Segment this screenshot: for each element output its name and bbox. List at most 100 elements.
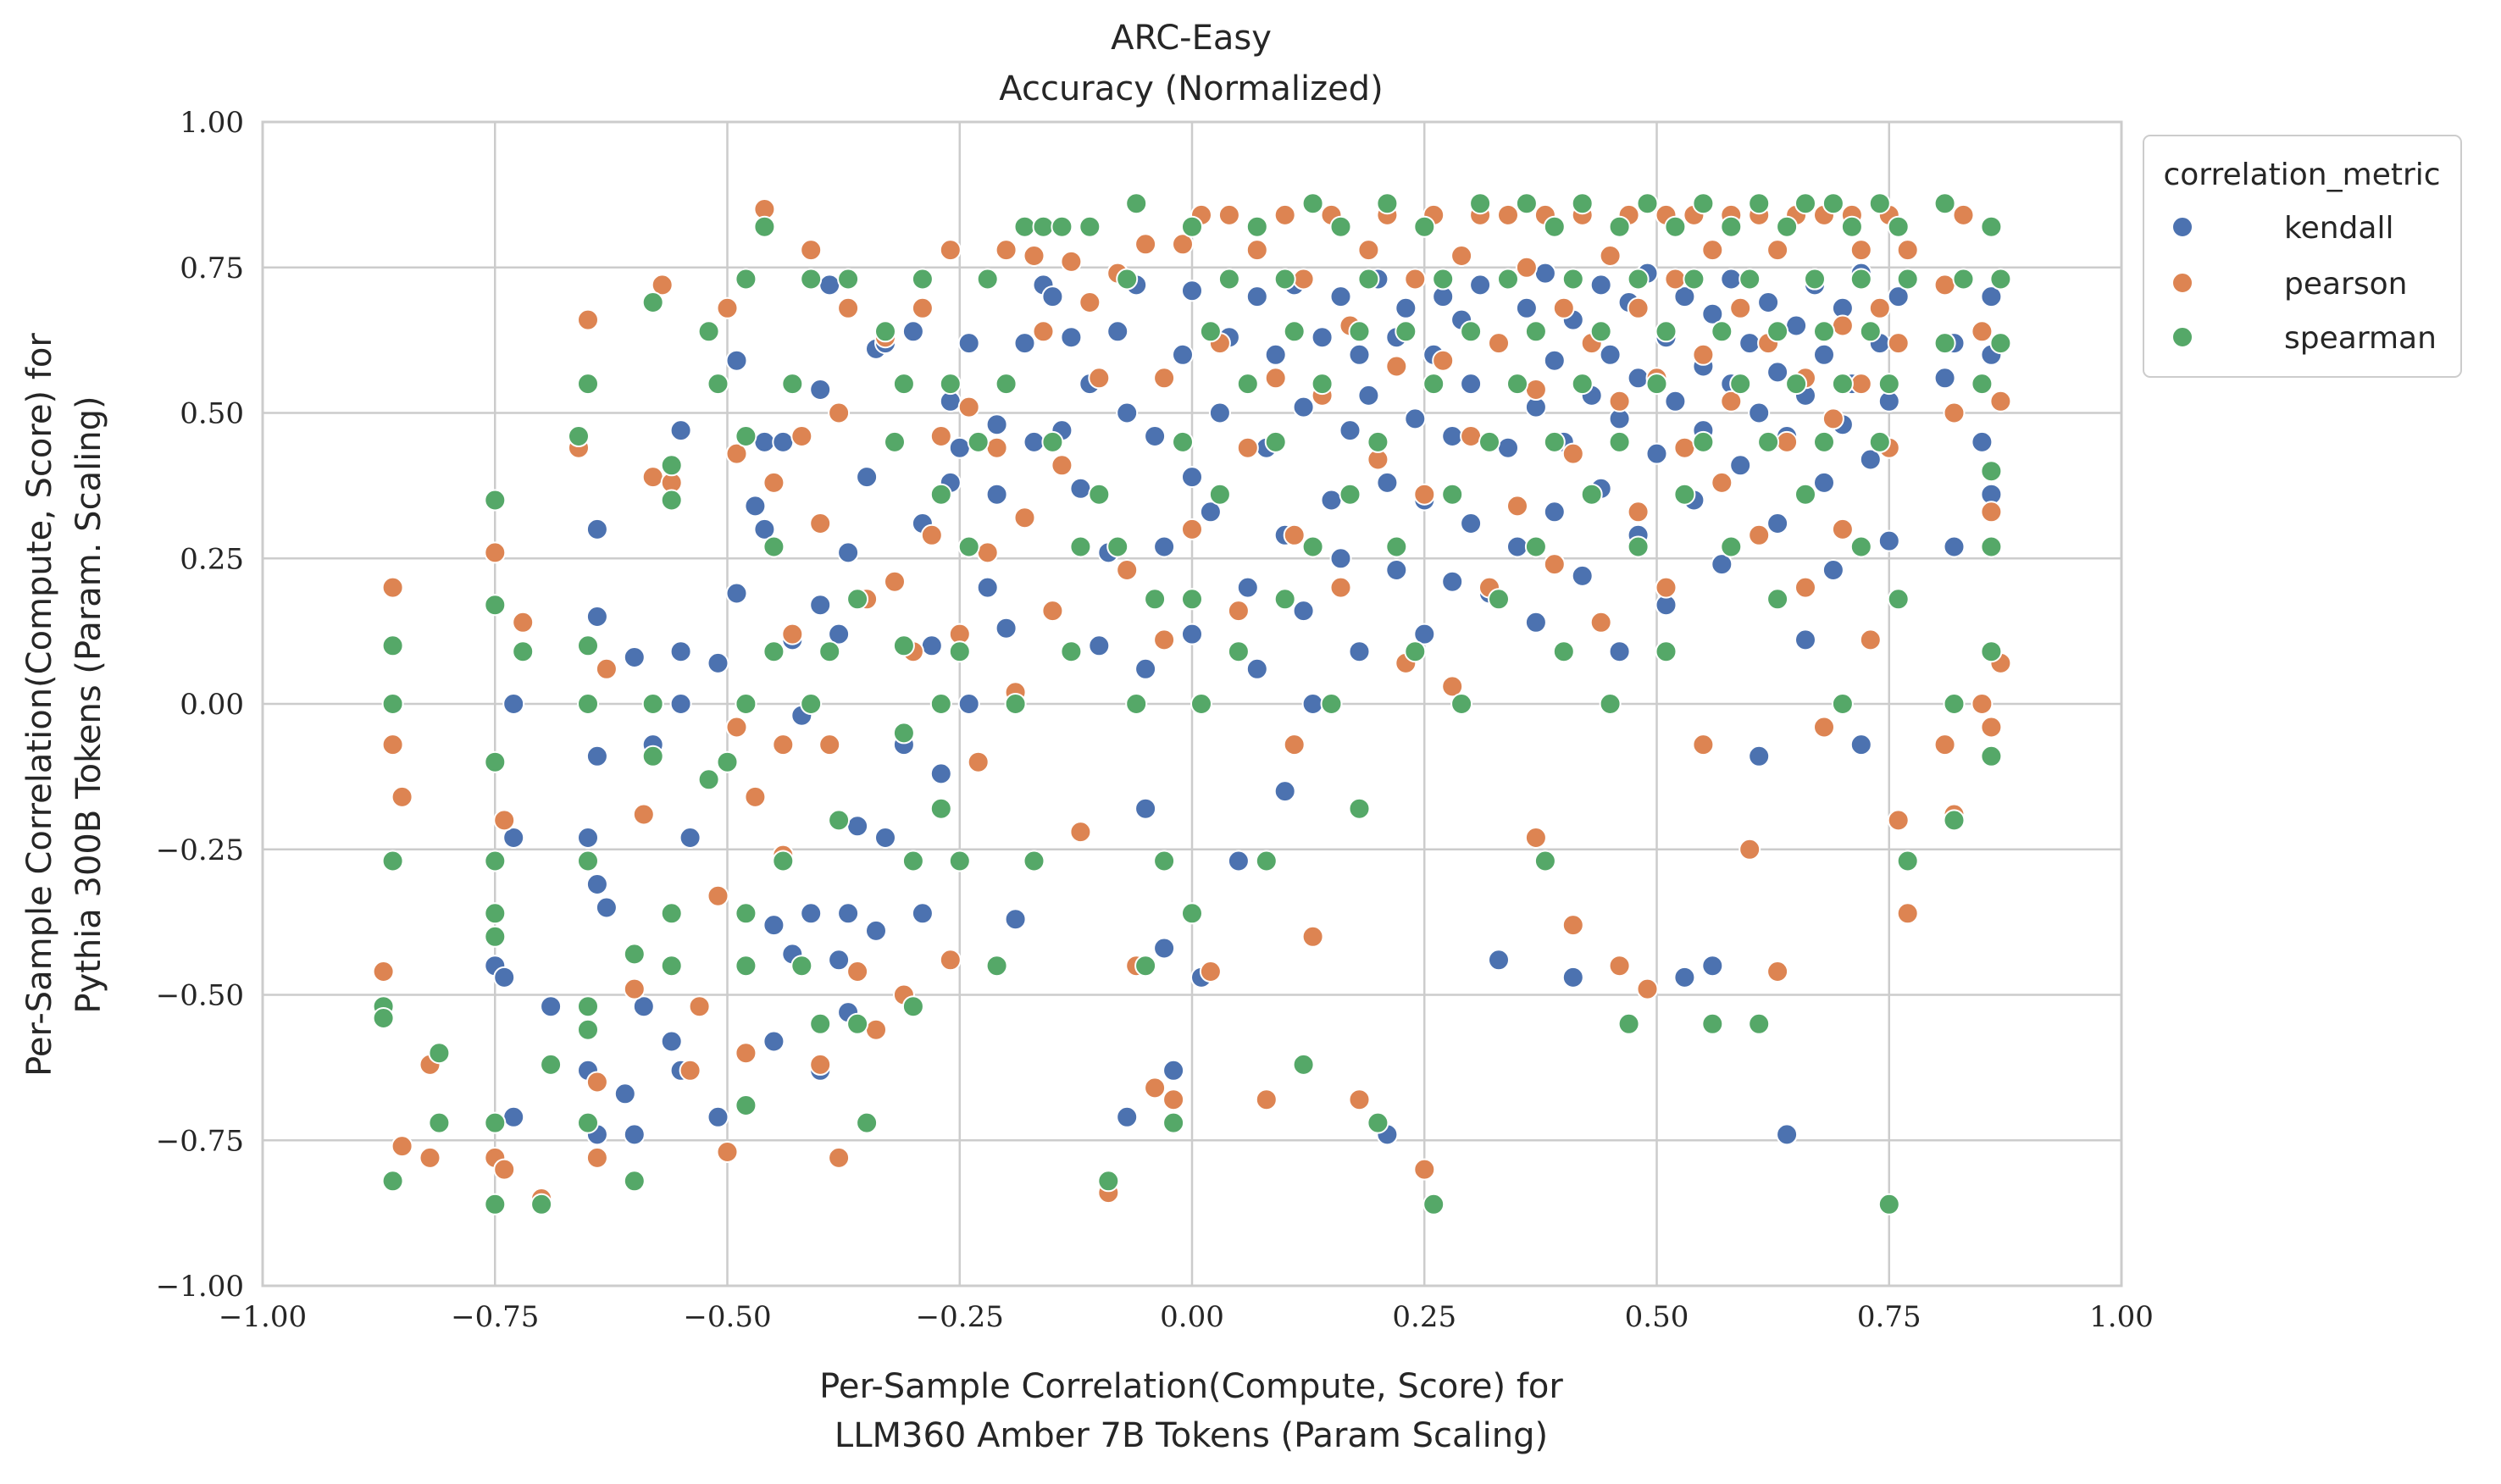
point-kendall: [1877, 529, 1900, 552]
point-pearson: [1673, 436, 1696, 459]
point-spearman: [1497, 268, 1519, 291]
point-kendall: [1273, 780, 1296, 803]
point-pearson: [1460, 425, 1483, 447]
point-spearman: [892, 373, 915, 396]
point-pearson: [493, 1158, 516, 1181]
point-spearman: [1515, 192, 1538, 215]
point-spearman: [1849, 535, 1872, 558]
point-spearman: [772, 850, 795, 872]
point-pearson: [1980, 716, 2003, 739]
point-kendall: [493, 966, 516, 988]
point-spearman: [1627, 268, 1650, 291]
point-spearman: [929, 483, 952, 506]
point-pearson: [1488, 332, 1510, 355]
point-spearman: [1357, 268, 1380, 291]
point-spearman: [1543, 215, 1566, 238]
point-spearman: [568, 425, 590, 447]
point-spearman: [577, 634, 599, 657]
point-spearman: [790, 955, 813, 977]
point-pearson: [1599, 245, 1622, 267]
point-pearson: [828, 401, 851, 424]
point-spearman: [1395, 320, 1417, 343]
point-pearson: [595, 657, 618, 680]
point-kendall: [1748, 401, 1771, 424]
point-kendall: [585, 745, 608, 767]
point-spearman: [1348, 320, 1371, 343]
point-kendall: [856, 466, 879, 489]
point-pearson: [865, 1018, 887, 1041]
point-pearson: [1199, 961, 1222, 983]
point-pearson: [1060, 250, 1083, 273]
legend-marker-kendall: [2171, 216, 2193, 238]
point-pearson: [1896, 239, 1919, 262]
point-spearman: [484, 750, 507, 773]
point-kendall: [818, 274, 841, 296]
point-pearson: [381, 576, 404, 599]
y-axis-label-line2: Pythia 300B Tokens (Param. Scaling): [69, 396, 108, 1013]
point-kendall: [623, 646, 646, 668]
point-kendall: [1236, 576, 1259, 599]
point-spearman: [484, 850, 507, 872]
point-pearson: [1385, 355, 1408, 378]
point-kendall: [1023, 430, 1045, 453]
point-pearson: [1701, 239, 1724, 262]
point-kendall: [1292, 396, 1315, 418]
point-pearson: [1301, 925, 1324, 948]
point-pearson: [391, 785, 413, 808]
point-kendall: [976, 576, 999, 599]
point-kendall: [985, 413, 1008, 436]
point-spearman: [512, 640, 535, 663]
point-spearman: [1989, 332, 2012, 355]
point-kendall: [1720, 268, 1743, 291]
point-pearson: [837, 296, 860, 319]
point-kendall: [660, 1030, 683, 1053]
point-kendall: [911, 902, 934, 925]
point-spearman: [735, 693, 757, 715]
y-tick-label: 0.00: [180, 688, 244, 722]
point-spearman: [1506, 373, 1528, 396]
point-kendall: [1199, 501, 1222, 523]
point-kendall: [1227, 850, 1250, 872]
point-pearson: [1738, 838, 1761, 861]
point-pearson: [985, 436, 1008, 459]
point-kendall: [865, 919, 887, 942]
point-spearman: [530, 1193, 553, 1215]
point-spearman: [1106, 535, 1129, 558]
point-spearman: [1813, 320, 1835, 343]
point-spearman: [1571, 192, 1594, 215]
point-kendall: [1264, 343, 1287, 366]
point-kendall: [707, 651, 729, 674]
point-pearson: [1896, 902, 1919, 925]
point-kendall: [1441, 425, 1464, 447]
point-spearman: [1199, 320, 1222, 343]
point-spearman: [735, 902, 757, 925]
point-pearson: [828, 1146, 851, 1169]
point-pearson: [632, 803, 655, 826]
point-pearson: [1357, 239, 1380, 262]
point-spearman: [1162, 1111, 1185, 1134]
legend-label-pearson: pearson: [2284, 267, 2407, 302]
point-pearson: [939, 239, 962, 262]
y-tick-label: −0.75: [156, 1124, 244, 1158]
point-pearson: [1766, 239, 1789, 262]
point-pearson: [957, 396, 980, 418]
point-spearman: [856, 1111, 879, 1134]
point-pearson: [995, 239, 1018, 262]
y-tick-labels: 1.00 0.75 0.50 0.25 0.00 −0.25 −0.50 −0.75 −1.00: [156, 106, 244, 1304]
point-spearman: [735, 1094, 757, 1116]
point-pearson: [1720, 390, 1743, 413]
point-kendall: [1292, 600, 1315, 623]
point-kendall: [1645, 442, 1668, 465]
point-spearman: [1804, 268, 1826, 291]
point-spearman: [1971, 373, 1994, 396]
point-pearson: [1023, 245, 1045, 267]
point-spearman: [372, 1007, 395, 1029]
point-spearman: [381, 850, 404, 872]
point-pearson: [585, 1071, 608, 1094]
point-kendall: [1245, 285, 1268, 308]
point-spearman: [1849, 268, 1872, 291]
point-pearson: [818, 734, 841, 756]
point-pearson: [1413, 483, 1436, 506]
point-kendall: [1404, 407, 1427, 430]
point-pearson: [744, 785, 767, 808]
